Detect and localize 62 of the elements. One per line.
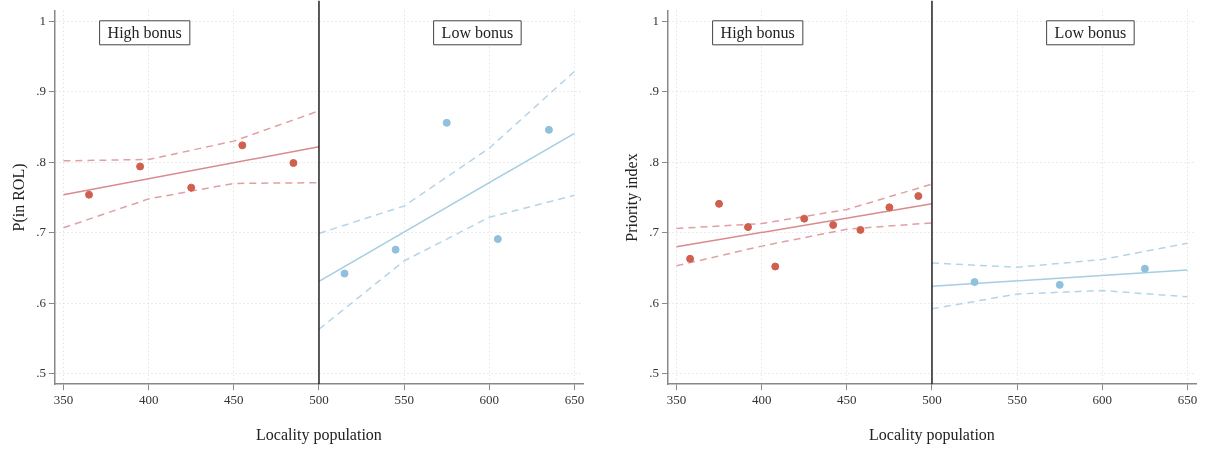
line-series (931, 242, 1189, 268)
point (187, 183, 196, 192)
point (238, 141, 247, 150)
x-tick-label: 550 (394, 392, 414, 408)
point (340, 269, 349, 278)
x-tick-label: 450 (224, 392, 244, 408)
y-tick-label: .9 (36, 83, 46, 99)
y-tick-label: .5 (649, 365, 659, 381)
y-tick-label: 1 (39, 12, 46, 28)
point (391, 245, 400, 254)
x-tick-label: 400 (751, 392, 772, 408)
y-tick-label: .7 (649, 224, 660, 240)
y-tick-label: .6 (649, 294, 660, 310)
point (914, 192, 923, 201)
point (1140, 264, 1149, 273)
annotation: Low bonus (441, 24, 514, 41)
x-tick-label: 650 (1177, 392, 1198, 408)
y-tick-label: .7 (36, 224, 47, 240)
annotation: Low bonus (1054, 24, 1127, 41)
annotation: High bonus (720, 24, 795, 42)
x-tick-label: 550 (1007, 392, 1027, 408)
line-series (675, 222, 933, 267)
point (885, 203, 894, 212)
point (493, 235, 502, 244)
line-series (675, 183, 933, 230)
y-tick-label: .6 (36, 294, 47, 310)
y-tick-label: .5 (36, 365, 46, 381)
point (136, 162, 145, 171)
x-axis-title: Locality population (256, 425, 382, 444)
x-tick-label: 350 (666, 392, 687, 408)
x-axis-title: Locality population (869, 425, 995, 444)
point (1055, 280, 1064, 289)
line-series (318, 70, 576, 235)
y-axis-title: P(in ROL) (9, 163, 28, 232)
y-tick-label: .9 (649, 83, 659, 99)
x-tick-label: 600 (479, 392, 500, 408)
point (715, 199, 724, 208)
point (800, 214, 809, 223)
x-tick-label: 500 (309, 392, 329, 408)
y-tick-label: 1 (652, 12, 659, 28)
y-tick-label: .8 (649, 153, 659, 169)
point (970, 278, 979, 287)
point (829, 220, 838, 229)
line-series (318, 194, 576, 330)
point (771, 262, 780, 271)
x-tick-label: 350 (53, 392, 74, 408)
line-series (931, 289, 1189, 310)
x-tick-label: 450 (837, 392, 857, 408)
point (289, 158, 298, 167)
point (544, 125, 553, 134)
y-axis-title: Priority index (622, 153, 641, 242)
x-tick-label: 600 (1092, 392, 1113, 408)
x-tick-label: 650 (564, 392, 585, 408)
point (442, 118, 451, 127)
annotation: High bonus (107, 24, 182, 42)
point (856, 225, 865, 234)
point (744, 223, 753, 232)
point (686, 254, 695, 263)
y-tick-label: .8 (36, 153, 46, 169)
point (85, 190, 94, 199)
x-tick-label: 500 (922, 392, 942, 408)
x-tick-label: 400 (138, 392, 159, 408)
